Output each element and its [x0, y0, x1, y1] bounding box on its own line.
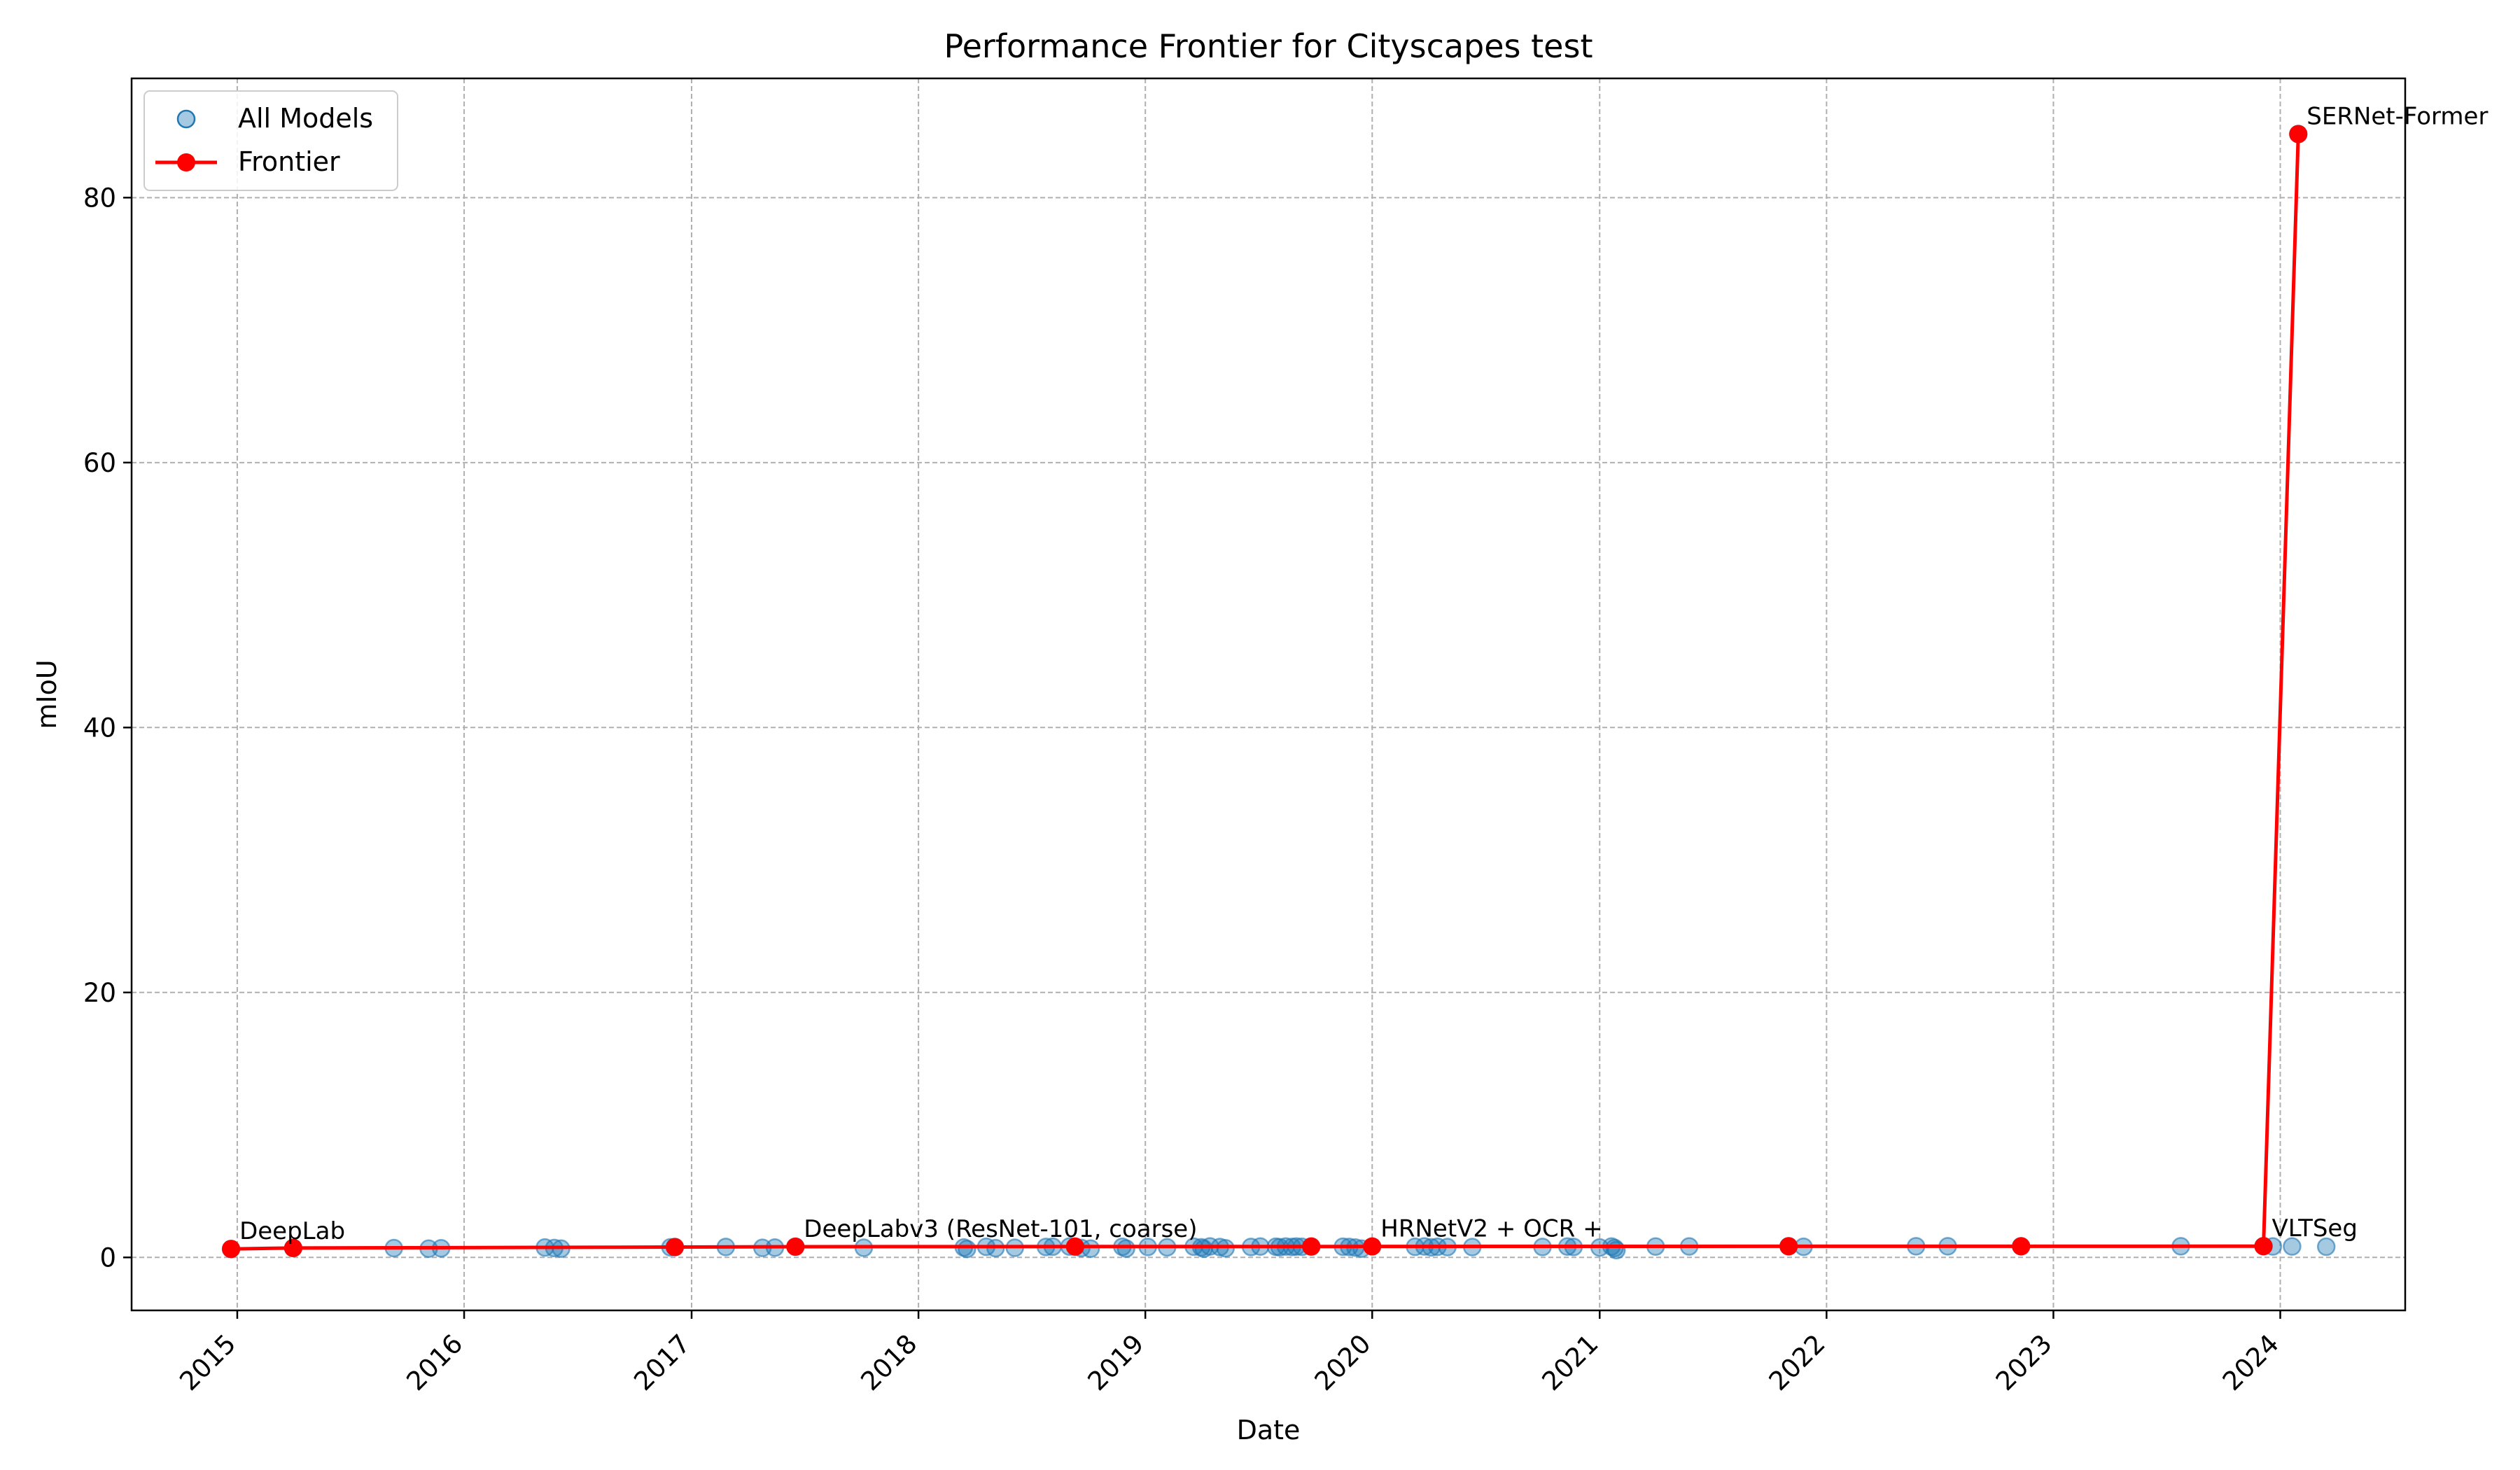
y-axis-label: mIoU [31, 659, 62, 729]
frontier-point [222, 1240, 241, 1259]
model-point [1116, 1239, 1135, 1258]
point-annotation: DeepLab [239, 1217, 345, 1245]
legend: All Models Frontier [144, 90, 398, 191]
legend-marker-all-models [176, 109, 196, 129]
grid-lines [132, 78, 2405, 1310]
frontier-point [786, 1237, 805, 1256]
point-annotation: DeepLabv3 (ResNet-101, coarse) [804, 1215, 1197, 1243]
x-axis-label: Date [1237, 1415, 1301, 1446]
frontier-point [284, 1238, 302, 1257]
model-point [2316, 1237, 2336, 1256]
y-axis-ticks: 0 20 40 60 80 [83, 183, 132, 1273]
y-tick-label: 80 [83, 183, 116, 213]
point-annotation: HRNetV2 + OCR + [1380, 1215, 1602, 1243]
plot-area-border [130, 77, 2407, 1312]
chart-title: Performance Frontier for Cityscapes test [944, 27, 1593, 65]
frontier-point [1363, 1237, 1382, 1256]
y-tick-label: 60 [83, 448, 116, 478]
legend-marker-frontier [177, 153, 195, 172]
y-tick-label: 40 [83, 713, 116, 743]
frontier-point [1302, 1237, 1321, 1256]
point-annotation: SERNet-Former [2306, 102, 2488, 130]
legend-label-frontier: Frontier [238, 146, 340, 177]
frontier-point [1065, 1237, 1084, 1256]
legend-label-all-models: All Models [238, 103, 373, 134]
frontier-point [666, 1238, 685, 1256]
plot-marks: DeepLab DeepLabv3 (ResNet-101, coarse) HRN… [221, 102, 2488, 1260]
model-point [1606, 1240, 1626, 1260]
frontier-point [2289, 125, 2308, 144]
frontier-point [2254, 1237, 2273, 1256]
frontier-point [1779, 1237, 1798, 1256]
point-annotation: VLTSeg [2272, 1214, 2358, 1242]
frontier-point [2012, 1237, 2031, 1256]
model-point [2283, 1237, 2302, 1256]
legend-box [144, 90, 398, 191]
y-tick-label: 0 [99, 1242, 116, 1273]
y-tick-label: 20 [83, 978, 116, 1008]
model-point [958, 1239, 976, 1259]
